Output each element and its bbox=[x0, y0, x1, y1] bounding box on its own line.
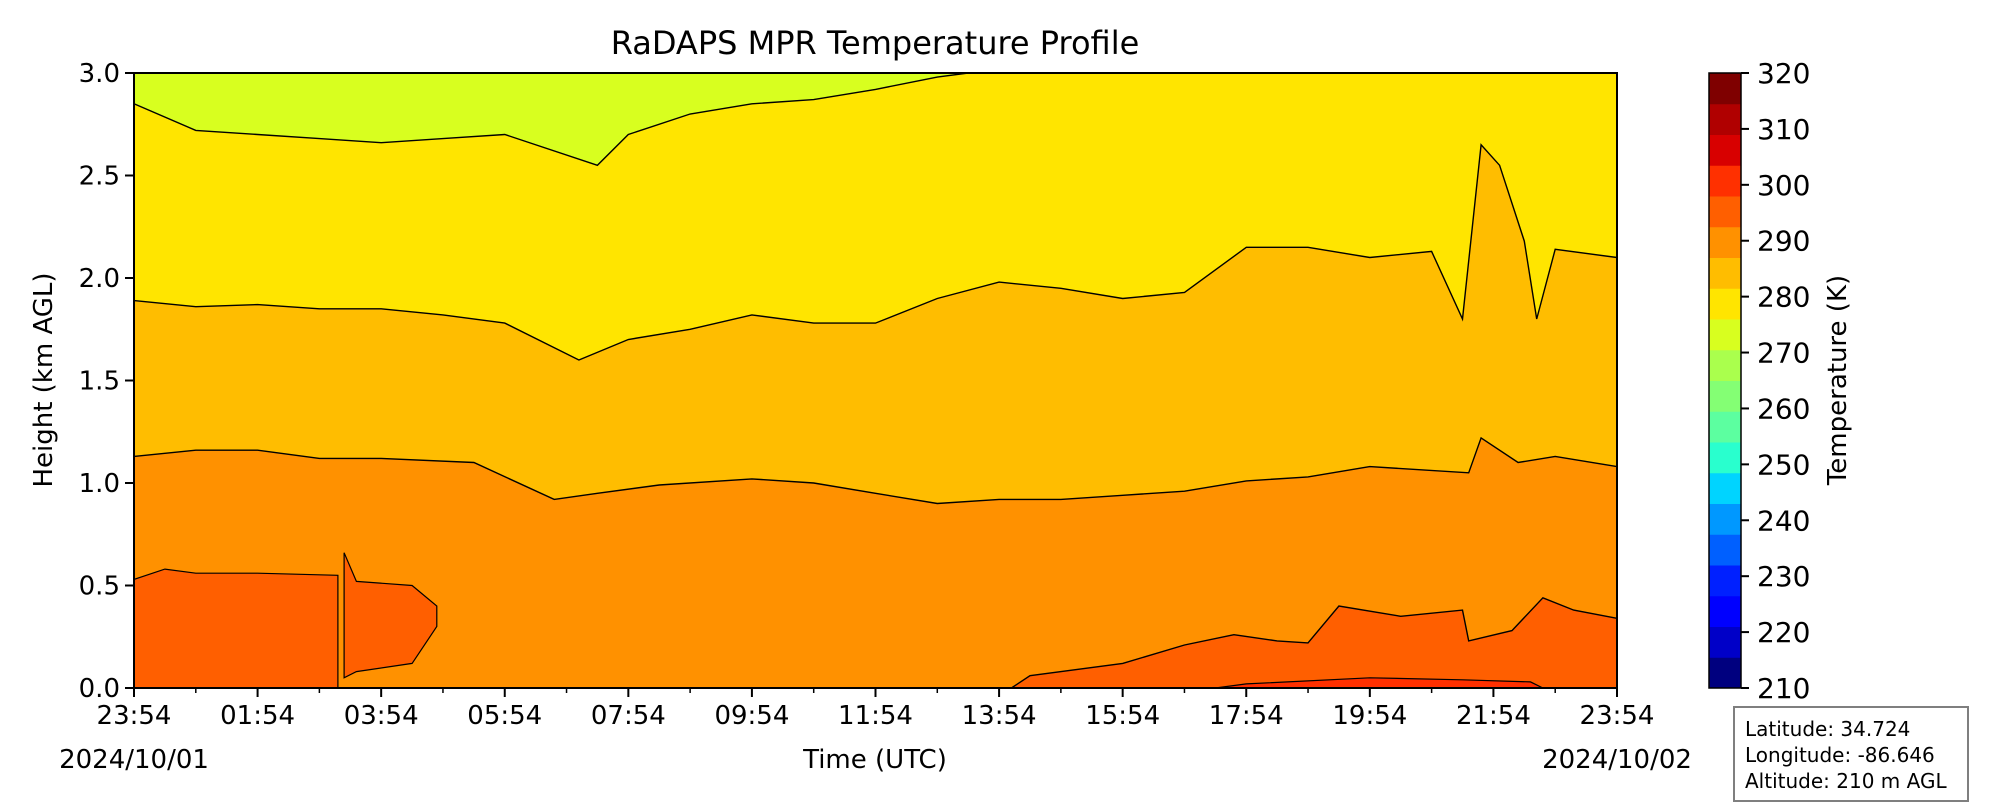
colorbar-segment bbox=[1709, 288, 1741, 320]
x-tick-label: 21:54 bbox=[1456, 701, 1531, 731]
station-info-box: Latitude: 34.724 Longitude: -86.646 Alti… bbox=[1733, 706, 1969, 802]
band-280-285 bbox=[134, 73, 1617, 360]
band-295-300-right bbox=[1011, 597, 1617, 688]
colorbar-segment bbox=[1709, 442, 1741, 474]
x-tick-label: 05:54 bbox=[467, 701, 542, 731]
x-tick-label: 23:54 bbox=[97, 701, 172, 731]
colorbar-tick-label: 290 bbox=[1757, 225, 1810, 258]
x-tick-label: 07:54 bbox=[591, 701, 666, 731]
colorbar-segment bbox=[1709, 626, 1741, 658]
colorbar: 210 220 230 240 250 260 270 280 290 300 310 320 bbox=[1708, 57, 1810, 705]
band-295-300-mid bbox=[343, 552, 438, 679]
x-tick-label: 15:54 bbox=[1085, 701, 1160, 731]
x-tick-label: 01:54 bbox=[220, 701, 295, 731]
x-start-date: 2024/10/01 bbox=[59, 745, 209, 775]
colorbar-tick-label: 230 bbox=[1757, 560, 1810, 593]
colorbar-segment bbox=[1709, 196, 1741, 228]
x-tick-label: 09:54 bbox=[714, 701, 789, 731]
colorbar-label: Temperature (K) bbox=[1823, 275, 1853, 486]
band-295-300-left bbox=[134, 568, 339, 688]
altitude-text: Altitude: 210 m AGL bbox=[1745, 769, 1947, 793]
isotherm-285 bbox=[134, 436, 1617, 505]
colorbar-tick-label: 270 bbox=[1757, 337, 1810, 370]
band-275-280 bbox=[134, 73, 969, 166]
y-tick-label: 1.5 bbox=[79, 367, 120, 397]
colorbar-tick-label: 310 bbox=[1757, 113, 1810, 146]
colorbar-segment bbox=[1709, 73, 1741, 105]
colorbar-segment bbox=[1709, 472, 1741, 504]
colorbar-segment bbox=[1709, 165, 1741, 197]
colorbar-tick-label: 260 bbox=[1757, 392, 1810, 425]
colorbar-segment bbox=[1709, 657, 1741, 689]
x-tick-label: 17:54 bbox=[1209, 701, 1284, 731]
y-tick-label: 1.0 bbox=[79, 469, 120, 499]
isotherm-300 bbox=[1011, 596, 1617, 688]
longitude-text: Longitude: -86.646 bbox=[1745, 743, 1935, 767]
y-tick-label: 2.5 bbox=[79, 162, 120, 192]
colorbar-tick-label: 300 bbox=[1757, 169, 1810, 202]
colorbar-segment bbox=[1709, 103, 1741, 135]
colorbar-segment bbox=[1709, 565, 1741, 597]
isotherm-280 bbox=[134, 143, 1617, 361]
contour-fill-group bbox=[134, 73, 1617, 688]
colorbar-segment bbox=[1709, 380, 1741, 412]
colorbar-segment bbox=[1709, 503, 1741, 535]
colorbar-frame bbox=[1708, 72, 1742, 689]
colorbar-tick-label: 250 bbox=[1757, 448, 1810, 481]
plot-area: 23:54 01:54 03:54 05:54 07:54 09:54 11:54 13:54… bbox=[79, 59, 1655, 731]
x-tick-label: 19:54 bbox=[1332, 701, 1407, 731]
x-end-date: 2024/10/02 bbox=[1542, 745, 1692, 775]
colorbar-tick-label: 280 bbox=[1757, 281, 1810, 314]
colorbar-segment bbox=[1709, 257, 1741, 289]
colorbar-tick-label: 240 bbox=[1757, 504, 1810, 537]
colorbar-tick-label: 320 bbox=[1757, 57, 1810, 90]
x-tick-label: 23:54 bbox=[1580, 701, 1655, 731]
y-tick-label: 2.0 bbox=[79, 264, 120, 294]
y-tick-label: 3.0 bbox=[79, 59, 120, 89]
chart-title: RaDAPS MPR Temperature Profile bbox=[611, 24, 1140, 62]
y-axis-label: Height (km AGL) bbox=[29, 272, 59, 487]
x-tick-label: 13:54 bbox=[962, 701, 1037, 731]
x-tick-label: 03:54 bbox=[344, 701, 419, 731]
colorbar-segment bbox=[1709, 226, 1741, 258]
colorbar-segment bbox=[1709, 534, 1741, 566]
colorbar-segment bbox=[1709, 411, 1741, 443]
x-tick-label: 11:54 bbox=[838, 701, 913, 731]
latitude-text: Latitude: 34.724 bbox=[1745, 717, 1911, 741]
isotherm-275 bbox=[134, 73, 969, 167]
colorbar-segment bbox=[1709, 595, 1741, 627]
colorbar-segment bbox=[1709, 349, 1741, 381]
band-300-305 bbox=[1215, 677, 1544, 688]
y-tick-label: 0.5 bbox=[79, 572, 120, 602]
colorbar-tick-label: 220 bbox=[1757, 616, 1810, 649]
colorbar-segment bbox=[1709, 319, 1741, 351]
x-axis-label: Time (UTC) bbox=[802, 745, 947, 775]
colorbar-tick-label: 210 bbox=[1757, 672, 1810, 705]
y-tick-label: 0.0 bbox=[79, 674, 120, 704]
colorbar-segment bbox=[1709, 134, 1741, 166]
